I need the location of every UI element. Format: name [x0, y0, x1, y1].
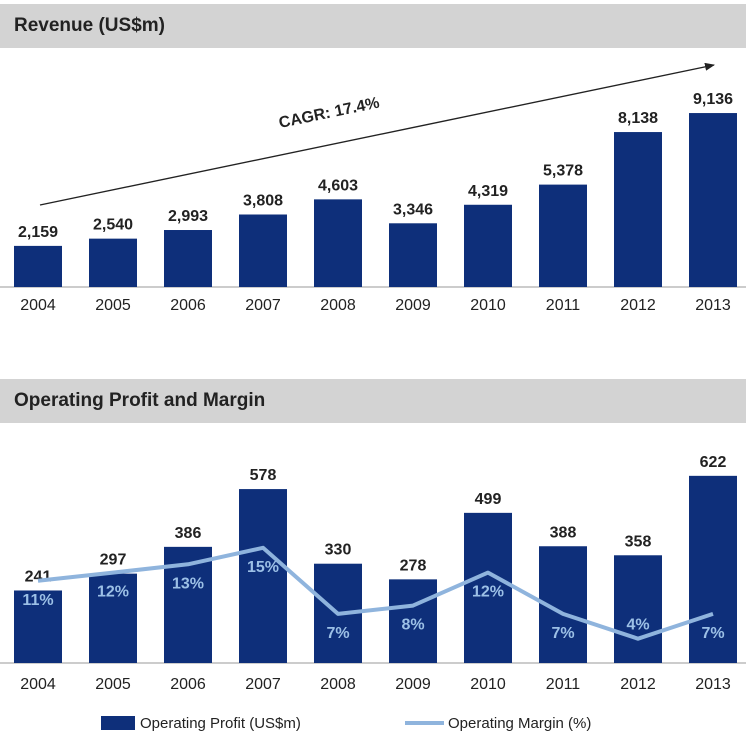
- legend-profit-label: Operating Profit (US$m): [140, 715, 301, 732]
- margin-label-2010: 12%: [472, 584, 504, 601]
- profit-value-label-2010: 499: [475, 491, 502, 508]
- margin-label-2013: 7%: [701, 625, 724, 642]
- revenue-bar-2008: [314, 199, 362, 287]
- profit-header: Operating Profit and Margin: [0, 379, 746, 423]
- revenue-chart: 2,159 2004 2,540 2005 2,993 2006 3,808 2007 4,60…: [0, 91, 746, 314]
- revenue-x-tick-2010: 2010: [470, 297, 506, 314]
- revenue-value-label-2012: 8,138: [618, 110, 658, 127]
- revenue-x-tick-2006: 2006: [170, 297, 206, 314]
- revenue-x-tick-2012: 2012: [620, 297, 656, 314]
- revenue-bar-2011: [539, 184, 587, 287]
- profit-x-tick-2010: 2010: [470, 676, 506, 693]
- revenue-value-label-2011: 5,378: [543, 163, 583, 180]
- profit-x-tick-2004: 2004: [20, 676, 56, 693]
- margin-label-2012: 4%: [626, 617, 649, 634]
- revenue-x-tick-2005: 2005: [95, 297, 131, 314]
- legend-profit-swatch: [101, 716, 135, 730]
- profit-bar-2005: [89, 573, 137, 663]
- margin-label-2008: 7%: [326, 625, 349, 642]
- profit-value-label-2013: 622: [700, 454, 727, 471]
- margin-label-2011: 7%: [551, 625, 574, 642]
- margin-label-2004: 11%: [22, 592, 53, 609]
- profit-x-tick-2005: 2005: [95, 676, 131, 693]
- margin-label-2007: 15%: [247, 559, 279, 576]
- profit-x-tick-2008: 2008: [320, 676, 356, 693]
- profit-value-label-2011: 388: [550, 524, 577, 541]
- revenue-x-tick-2011: 2011: [546, 297, 581, 314]
- profit-x-tick-2006: 2006: [170, 676, 206, 693]
- revenue-value-label-2007: 3,808: [243, 192, 283, 209]
- revenue-bar-2007: [239, 214, 287, 287]
- profit-bar-2012: [614, 555, 662, 663]
- profit-value-label-2004: 241: [25, 568, 52, 585]
- margin-label-2005: 12%: [97, 584, 129, 601]
- revenue-value-label-2005: 2,540: [93, 217, 133, 234]
- margin-label-2009: 8%: [401, 617, 424, 634]
- revenue-bar-2012: [614, 132, 662, 287]
- profit-bar-2007: [239, 489, 287, 663]
- profit-bar-2013: [689, 475, 737, 663]
- revenue-value-label-2008: 4,603: [318, 177, 358, 194]
- profit-value-label-2007: 578: [250, 467, 277, 484]
- cagr-arrow: [39, 62, 715, 206]
- profit-bar-2004: [14, 590, 62, 663]
- revenue-x-tick-2009: 2009: [395, 297, 431, 314]
- revenue-x-tick-2007: 2007: [245, 297, 281, 314]
- profit-bar-2009: [389, 579, 437, 663]
- profit-x-tick-2007: 2007: [245, 676, 281, 693]
- revenue-value-label-2013: 9,136: [693, 91, 733, 108]
- revenue-bar-2013: [689, 113, 737, 287]
- revenue-x-tick-2008: 2008: [320, 297, 356, 314]
- revenue-value-label-2009: 3,346: [393, 201, 433, 218]
- revenue-x-tick-2013: 2013: [695, 297, 731, 314]
- revenue-value-label-2004: 2,159: [18, 224, 58, 241]
- margin-label-2006: 13%: [172, 575, 204, 592]
- revenue-bar-2004: [14, 245, 62, 287]
- revenue-bar-2005: [89, 238, 137, 287]
- profit-x-tick-2012: 2012: [620, 676, 656, 693]
- profit-bar-2010: [464, 512, 512, 663]
- margin-line: [37, 545, 714, 641]
- revenue-bar-2006: [164, 230, 212, 287]
- profit-value-label-2012: 358: [625, 533, 652, 550]
- profit-title: Operating Profit and Margin: [14, 390, 266, 411]
- profit-x-tick-2009: 2009: [395, 676, 431, 693]
- profit-value-label-2009: 278: [400, 557, 427, 574]
- revenue-x-tick-2004: 2004: [20, 297, 56, 314]
- profit-chart: 241 2004 297 2005 386 2006 578 2007 330 2008 278 20…: [0, 454, 746, 693]
- cagr-label: CAGR: 17.4%: [277, 95, 381, 132]
- profit-x-tick-2013: 2013: [695, 676, 731, 693]
- revenue-header: Revenue (US$m): [0, 4, 746, 48]
- profit-value-label-2005: 297: [100, 552, 127, 569]
- profit-x-tick-2011: 2011: [546, 676, 581, 693]
- legend-margin-label: Operating Margin (%): [448, 715, 591, 732]
- revenue-value-label-2006: 2,993: [168, 208, 208, 225]
- revenue-title: Revenue (US$m): [14, 15, 165, 36]
- revenue-bar-2009: [389, 223, 437, 287]
- revenue-bar-2010: [464, 204, 512, 287]
- revenue-value-label-2010: 4,319: [468, 183, 508, 200]
- profit-value-label-2006: 386: [175, 525, 202, 542]
- profit-value-label-2008: 330: [325, 542, 352, 559]
